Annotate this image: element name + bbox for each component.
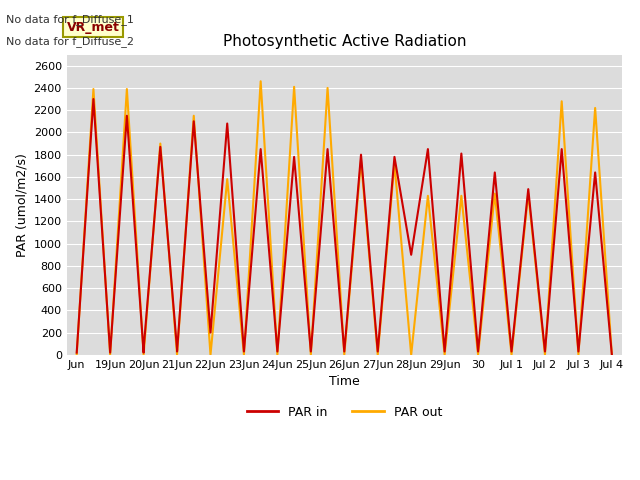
Y-axis label: PAR (umol/m2/s): PAR (umol/m2/s) — [15, 153, 28, 257]
Title: Photosynthetic Active Radiation: Photosynthetic Active Radiation — [223, 34, 466, 49]
Text: VR_met: VR_met — [67, 21, 120, 34]
X-axis label: Time: Time — [329, 375, 360, 388]
Legend: PAR in, PAR out: PAR in, PAR out — [242, 401, 447, 424]
Text: No data for f_Diffuse_1: No data for f_Diffuse_1 — [6, 14, 134, 25]
Text: No data for f_Diffuse_2: No data for f_Diffuse_2 — [6, 36, 134, 47]
